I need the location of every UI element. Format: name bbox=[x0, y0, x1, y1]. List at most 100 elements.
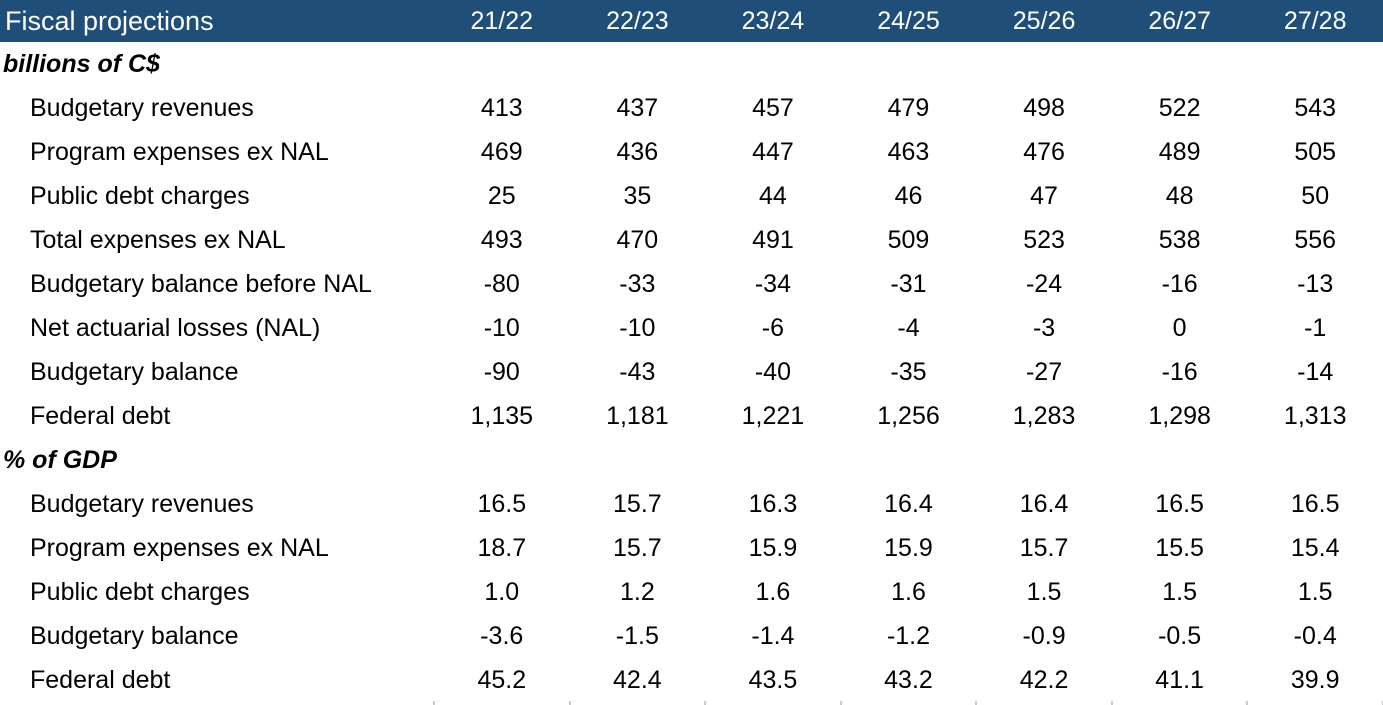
cell-value: 498 bbox=[1023, 93, 1065, 122]
table-row: Total expenses ex NAL 493 470 491 509 523 538 5… bbox=[0, 218, 1383, 262]
cell-value: -3.6 bbox=[480, 621, 524, 650]
cell-value: -16 bbox=[1161, 269, 1198, 298]
cell-value: 447 bbox=[752, 137, 794, 166]
cell-value: -10 bbox=[483, 313, 520, 342]
cell-value: 505 bbox=[1294, 137, 1337, 166]
cell-value: -16 bbox=[1161, 357, 1198, 386]
section-row: % of GDP bbox=[0, 438, 1383, 482]
cell-value: 1.6 bbox=[891, 577, 926, 606]
table-row: Net actuarial losses (NAL) -10 -10 -6 -4 -3 0 -… bbox=[0, 306, 1383, 350]
cell-value: -0.5 bbox=[1158, 621, 1202, 650]
cell-value: -35 bbox=[890, 357, 927, 386]
cell-value: 1,181 bbox=[606, 401, 669, 430]
bottom-tick-strip bbox=[0, 700, 1383, 705]
cell-value: -1.5 bbox=[615, 621, 659, 650]
bottom-tick bbox=[840, 701, 842, 705]
cell-value: 15.9 bbox=[884, 533, 933, 562]
cell-value: -14 bbox=[1297, 357, 1334, 386]
table-row: Budgetary revenues 16.5 15.7 16.3 16.4 16.4 16… bbox=[0, 482, 1383, 526]
cell-value: -43 bbox=[619, 357, 656, 386]
cell-value: 479 bbox=[887, 93, 930, 122]
cell-value: 470 bbox=[616, 225, 659, 254]
cell-value: 0 bbox=[1172, 313, 1187, 342]
table-row: Federal debt 1,135 1,181 1,221 1,256 1,283 1,2… bbox=[0, 394, 1383, 438]
cell-value: 1,221 bbox=[741, 401, 805, 430]
row-label: Budgetary balance bbox=[30, 357, 239, 386]
cell-value: -33 bbox=[619, 269, 656, 298]
cell-value: 16.5 bbox=[1155, 489, 1204, 518]
cell-value: 1.5 bbox=[1162, 577, 1198, 606]
column-header: 24/25 bbox=[877, 6, 940, 35]
cell-value: 1,135 bbox=[470, 401, 534, 430]
cell-value: 1.0 bbox=[484, 577, 520, 606]
cell-value: -1.4 bbox=[751, 621, 795, 650]
cell-value: -31 bbox=[890, 269, 927, 298]
cell-value: -24 bbox=[1025, 269, 1063, 298]
cell-value: 16.4 bbox=[1019, 489, 1069, 518]
row-label: Program expenses ex NAL bbox=[30, 533, 329, 562]
row-label: Budgetary revenues bbox=[30, 93, 254, 122]
cell-value: 538 bbox=[1158, 225, 1201, 254]
cell-value: 523 bbox=[1023, 225, 1065, 254]
cell-value: 16.5 bbox=[1290, 489, 1340, 518]
section-row: billions of C$ bbox=[0, 42, 1383, 86]
cell-value: 15.5 bbox=[1155, 533, 1204, 562]
cell-value: 457 bbox=[752, 93, 794, 122]
row-label: Public debt charges bbox=[30, 181, 250, 210]
table-body: billions of C$ Budgetary revenues 413 437 45… bbox=[0, 42, 1383, 702]
row-label: Total expenses ex NAL bbox=[30, 225, 286, 254]
cell-value: 45.2 bbox=[477, 665, 527, 694]
cell-value: 491 bbox=[752, 225, 794, 254]
row-label: Program expenses ex NAL bbox=[30, 137, 329, 166]
cell-value: 44 bbox=[759, 181, 787, 210]
cell-value: 1.2 bbox=[619, 577, 655, 606]
cell-value: 469 bbox=[480, 137, 523, 166]
cell-value: -1.2 bbox=[886, 621, 931, 650]
cell-value: 16.4 bbox=[884, 489, 933, 518]
cell-value: 15.4 bbox=[1290, 533, 1340, 562]
column-header: 23/24 bbox=[741, 6, 805, 35]
table-row: Public debt charges 25 35 44 46 47 48 50 bbox=[0, 174, 1383, 218]
cell-value: -0.9 bbox=[1022, 621, 1066, 650]
cell-value: 35 bbox=[623, 181, 652, 210]
column-header: 21/22 bbox=[470, 6, 534, 35]
cell-value: 436 bbox=[616, 137, 659, 166]
column-header: 27/28 bbox=[1283, 6, 1347, 35]
column-header: 22/23 bbox=[606, 6, 669, 35]
bottom-tick bbox=[433, 701, 435, 705]
cell-value: 437 bbox=[616, 93, 659, 122]
bottom-tick bbox=[569, 701, 571, 705]
cell-value: 413 bbox=[480, 93, 523, 122]
cell-value: -10 bbox=[619, 313, 656, 342]
table-header-row: Fiscal projections 21/22 22/23 23/24 24/25 2… bbox=[0, 0, 1383, 42]
cell-value: 15.7 bbox=[613, 489, 662, 518]
cell-value: -90 bbox=[483, 357, 520, 386]
cell-value: 25 bbox=[487, 181, 516, 210]
cell-value: 48 bbox=[1165, 181, 1194, 210]
table-row: Budgetary balance before NAL -80 -33 -34 -31… bbox=[0, 262, 1383, 306]
cell-value: 522 bbox=[1158, 93, 1201, 122]
row-label: Federal debt bbox=[30, 401, 171, 430]
cell-value: -34 bbox=[754, 269, 791, 298]
cell-value: 1.5 bbox=[1026, 577, 1062, 606]
row-label: Public debt charges bbox=[30, 577, 250, 606]
cell-value: 1,256 bbox=[877, 401, 940, 430]
row-label: Budgetary revenues bbox=[30, 489, 254, 518]
bottom-tick bbox=[704, 701, 706, 705]
table-row: Federal debt 45.2 42.4 43.5 43.2 42.2 41.1 39.9 bbox=[0, 658, 1383, 702]
cell-value: 50 bbox=[1301, 181, 1330, 210]
row-label: Net actuarial losses (NAL) bbox=[30, 313, 321, 342]
cell-value: 556 bbox=[1294, 225, 1337, 254]
cell-value: 493 bbox=[480, 225, 523, 254]
table-row: Program expenses ex NAL 469 436 447 463 476 48… bbox=[0, 130, 1383, 174]
cell-value: 1,313 bbox=[1283, 401, 1347, 430]
table-title: Fiscal projections bbox=[5, 5, 214, 36]
cell-value: 41.1 bbox=[1155, 665, 1204, 694]
cell-value: 15.9 bbox=[748, 533, 798, 562]
cell-value: 489 bbox=[1158, 137, 1201, 166]
cell-value: 1,298 bbox=[1148, 401, 1211, 430]
cell-value: -40 bbox=[754, 357, 791, 386]
cell-value: 463 bbox=[887, 137, 930, 166]
table-row: Budgetary balance -3.6 -1.5 -1.4 -1.2 -0.9 -0.… bbox=[0, 614, 1383, 658]
